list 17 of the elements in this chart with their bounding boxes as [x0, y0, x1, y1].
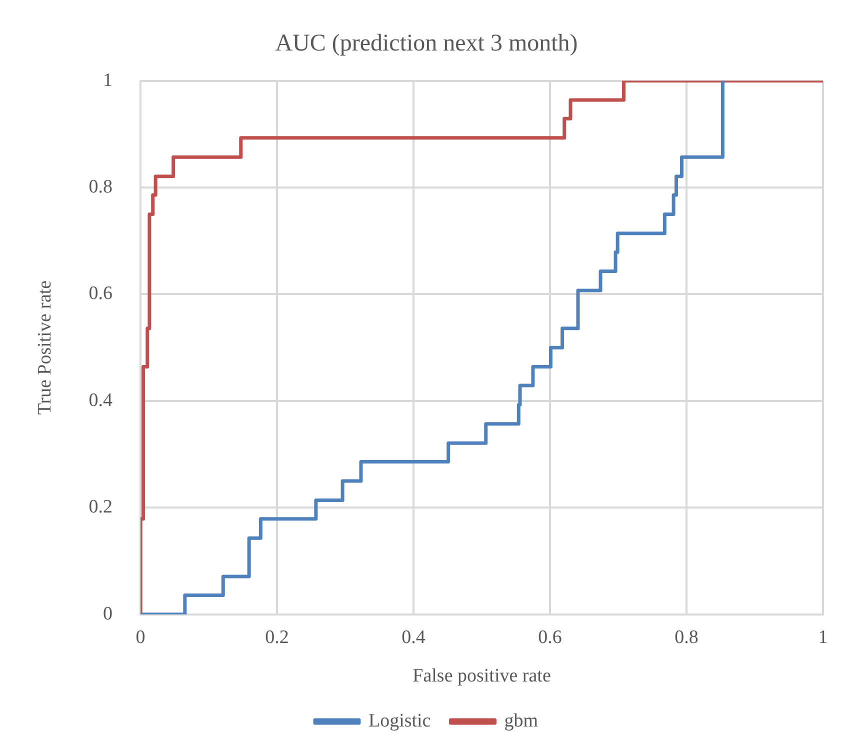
chart-title: AUC (prediction next 3 month) — [275, 30, 578, 57]
x-tick-label: 0.4 — [402, 626, 426, 648]
x-axis-title: False positive rate — [412, 666, 551, 687]
y-axis-title: True Positive rate — [34, 280, 56, 415]
y-tick-label: 1 — [103, 70, 113, 91]
legend-label: gbm — [504, 710, 538, 732]
x-tick-label: 0.6 — [538, 626, 562, 648]
y-tick-label: 0.6 — [88, 283, 113, 304]
y-tick-label: 0 — [103, 603, 113, 624]
legend-label: Logistic — [368, 710, 431, 732]
y-tick-label: 0.2 — [88, 496, 113, 518]
x-tick-label: 0.2 — [265, 626, 289, 648]
x-tick-label: 1 — [818, 626, 828, 648]
x-tick-label: 0.8 — [674, 626, 698, 648]
y-tick-label: 0.8 — [88, 176, 113, 198]
x-tick-label: 0 — [136, 626, 146, 648]
y-tick-label: 0.4 — [88, 390, 114, 411]
